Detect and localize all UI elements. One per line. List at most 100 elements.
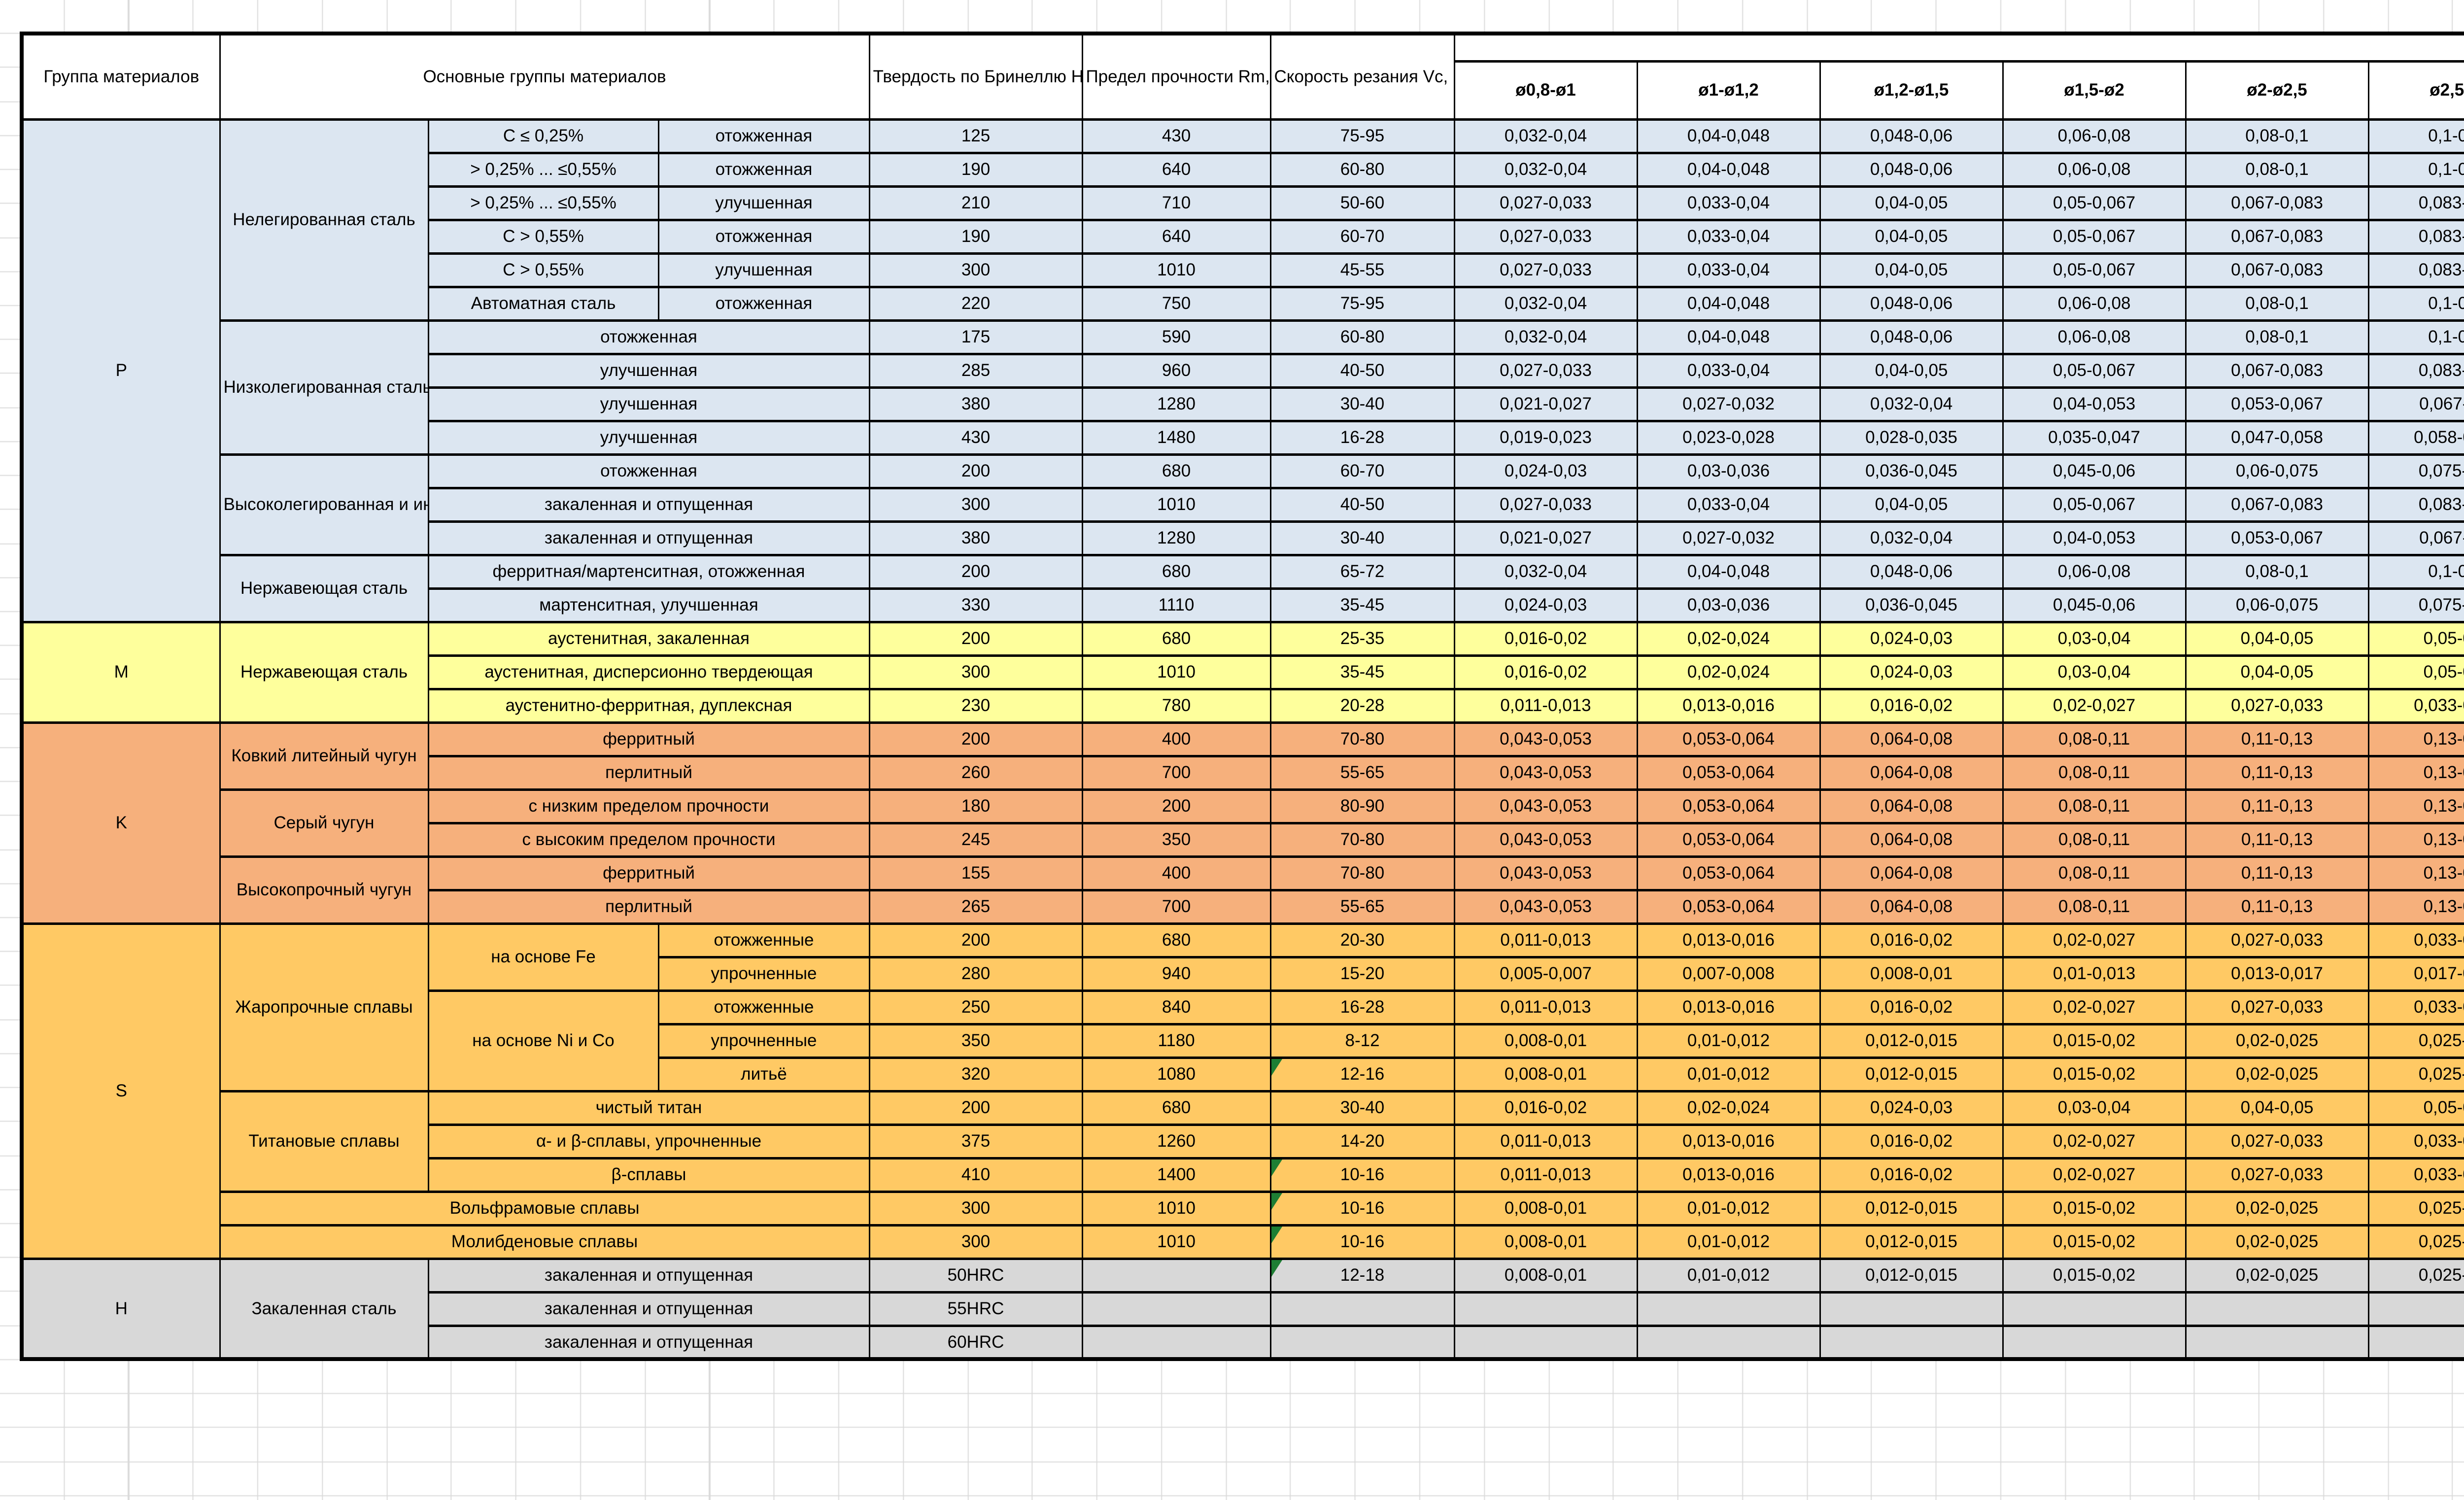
strength-cell[interactable]: 710	[1081, 185, 1271, 221]
hardness-cell[interactable]: 200	[868, 553, 1083, 590]
feed-value-cell[interactable]: 0,02-0,025	[2185, 1224, 2369, 1260]
feed-value-cell[interactable]: 0,05-0,067	[2002, 252, 2187, 288]
feed-value-cell[interactable]: 0,02-0,027	[2002, 989, 2187, 1025]
feed-value-cell[interactable]: 0,053-0,064	[1636, 888, 1821, 925]
feed-value-cell[interactable]: 0,08-0,1	[2185, 151, 2369, 188]
feed-value-cell[interactable]: 0,053-0,064	[1636, 754, 1821, 791]
cutting-speed-cell[interactable]: 30-40	[1269, 386, 1455, 422]
feed-value-cell[interactable]: 0,04-0,05	[1819, 352, 2004, 389]
feed-value-cell[interactable]: 0,033-0,053	[2367, 989, 2464, 1025]
hardness-cell[interactable]: 60HRC	[868, 1324, 1083, 1361]
cutting-speed-cell[interactable]: 10-16	[1269, 1157, 1455, 1193]
hardness-cell[interactable]: 175	[868, 319, 1083, 355]
material-cell[interactable]: Серый чугун	[219, 788, 429, 858]
feed-value-cell[interactable]	[2002, 1291, 2187, 1327]
feed-value-cell[interactable]: 0,032-0,04	[1453, 319, 1638, 355]
feed-value-cell[interactable]: 0,048-0,06	[1819, 118, 2004, 154]
hardness-cell[interactable]: 245	[868, 821, 1083, 858]
feed-value-cell[interactable]: 0,027-0,033	[1453, 218, 1638, 255]
feed-value-cell[interactable]: 0,02-0,024	[1636, 620, 1821, 657]
feed-value-cell[interactable]: 0,048-0,06	[1819, 553, 2004, 590]
material-cell[interactable]: β-сплавы	[427, 1157, 870, 1193]
header-diameter-col[interactable]: ø2,5-ø4	[2367, 60, 2464, 121]
header-cutting-speed[interactable]: Скорость резания Vc, м/мин	[1269, 32, 1455, 121]
feed-value-cell[interactable]: 0,067-0,11	[2367, 520, 2464, 556]
feed-value-cell[interactable]: 0,06-0,08	[2002, 319, 2187, 355]
feed-value-cell[interactable]: 0,02-0,027	[2002, 1157, 2187, 1193]
feed-value-cell[interactable]: 0,067-0,083	[2185, 252, 2369, 288]
feed-value-cell[interactable]: 0,053-0,067	[2185, 386, 2369, 422]
header-material-group[interactable]: Группа материалов	[21, 32, 221, 121]
feed-value-cell[interactable]: 0,083-0,13	[2367, 486, 2464, 523]
feed-value-cell[interactable]: 0,033-0,053	[2367, 922, 2464, 958]
feed-value-cell[interactable]: 0,012-0,015	[1819, 1056, 2004, 1092]
cutting-speed-cell[interactable]: 12-18	[1269, 1257, 1455, 1294]
feed-value-cell[interactable]: 0,033-0,053	[2367, 687, 2464, 724]
hardness-cell[interactable]: 200	[868, 620, 1083, 657]
material-cell[interactable]: C > 0,55%	[427, 218, 659, 255]
material-cell[interactable]: отожженная	[657, 151, 870, 188]
cutting-speed-cell[interactable]: 50-60	[1269, 185, 1455, 221]
hardness-cell[interactable]: 285	[868, 352, 1083, 389]
feed-value-cell[interactable]: 0,04-0,05	[1819, 252, 2004, 288]
strength-cell[interactable]: 780	[1081, 687, 1271, 724]
material-cell[interactable]: отожженная	[657, 118, 870, 154]
material-cell[interactable]: перлитный	[427, 754, 870, 791]
feed-value-cell[interactable]: 0,01-0,012	[1636, 1023, 1821, 1059]
strength-cell[interactable]: 400	[1081, 855, 1271, 891]
material-cell[interactable]: α- и β-сплавы, упрочненные	[427, 1123, 870, 1159]
feed-value-cell[interactable]: 0,033-0,04	[1636, 352, 1821, 389]
strength-cell[interactable]	[1081, 1291, 1271, 1327]
material-cell[interactable]: ферритный	[427, 855, 870, 891]
strength-cell[interactable]: 700	[1081, 754, 1271, 791]
header-main-material-groups[interactable]: Основные группы материалов	[219, 32, 870, 121]
feed-value-cell[interactable]: 0,008-0,01	[1453, 1056, 1638, 1092]
material-cell[interactable]: закаленная и отпущенная	[427, 1324, 870, 1361]
header-diameter-col[interactable]: ø0,8-ø1	[1453, 60, 1638, 121]
feed-value-cell[interactable]: 0,043-0,053	[1453, 888, 1638, 925]
hardness-cell[interactable]: 430	[868, 419, 1083, 456]
feed-value-cell[interactable]: 0,064-0,08	[1819, 855, 2004, 891]
cutting-speed-cell[interactable]: 35-45	[1269, 587, 1455, 623]
strength-cell[interactable]: 680	[1081, 1090, 1271, 1126]
hardness-cell[interactable]: 260	[868, 754, 1083, 791]
material-cell[interactable]: закаленная и отпущенная	[427, 486, 870, 523]
feed-value-cell[interactable]: 0,04-0,05	[2185, 654, 2369, 690]
strength-cell[interactable]: 640	[1081, 218, 1271, 255]
material-cell[interactable]: улучшенная	[427, 386, 870, 422]
feed-value-cell[interactable]: 0,025-0,04	[2367, 1056, 2464, 1092]
hardness-cell[interactable]: 50HRC	[868, 1257, 1083, 1294]
hardness-cell[interactable]: 265	[868, 888, 1083, 925]
cutting-speed-cell[interactable]: 16-28	[1269, 419, 1455, 456]
strength-cell[interactable]: 680	[1081, 553, 1271, 590]
feed-value-cell[interactable]: 0,064-0,08	[1819, 788, 2004, 824]
cutting-speed-cell[interactable]: 35-45	[1269, 654, 1455, 690]
hardness-cell[interactable]: 350	[868, 1023, 1083, 1059]
feed-value-cell[interactable]: 0,06-0,08	[2002, 151, 2187, 188]
feed-value-cell[interactable]: 0,008-0,01	[1453, 1190, 1638, 1227]
feed-value-cell[interactable]: 0,016-0,02	[1819, 922, 2004, 958]
header-diameter-col[interactable]: ø1,5-ø2	[2002, 60, 2187, 121]
feed-value-cell[interactable]: 0,008-0,01	[1819, 955, 2004, 992]
hardness-cell[interactable]: 300	[868, 252, 1083, 288]
feed-value-cell[interactable]	[2185, 1324, 2369, 1361]
cutting-speed-cell[interactable]: 40-50	[1269, 352, 1455, 389]
strength-cell[interactable]: 590	[1081, 319, 1271, 355]
feed-value-cell[interactable]: 0,032-0,04	[1453, 285, 1638, 322]
hardness-cell[interactable]: 190	[868, 218, 1083, 255]
feed-value-cell[interactable]: 0,032-0,04	[1453, 151, 1638, 188]
feed-value-cell[interactable]	[1636, 1324, 1821, 1361]
strength-cell[interactable]: 640	[1081, 151, 1271, 188]
material-cell[interactable]: Жаропрочные сплавы	[219, 922, 429, 1092]
feed-value-cell[interactable]: 0,1-0,16	[2367, 118, 2464, 154]
feed-value-cell[interactable]: 0,025-0,04	[2367, 1190, 2464, 1227]
feed-value-cell[interactable]: 0,053-0,064	[1636, 788, 1821, 824]
feed-value-cell[interactable]: 0,02-0,024	[1636, 654, 1821, 690]
hardness-cell[interactable]: 380	[868, 386, 1083, 422]
feed-value-cell[interactable]: 0,04-0,048	[1636, 553, 1821, 590]
hardness-cell[interactable]: 220	[868, 285, 1083, 322]
hardness-cell[interactable]: 300	[868, 1224, 1083, 1260]
material-cell[interactable]: Закаленная сталь	[219, 1257, 429, 1361]
material-cell[interactable]: отожженная	[657, 218, 870, 255]
feed-value-cell[interactable]: 0,01-0,012	[1636, 1257, 1821, 1294]
